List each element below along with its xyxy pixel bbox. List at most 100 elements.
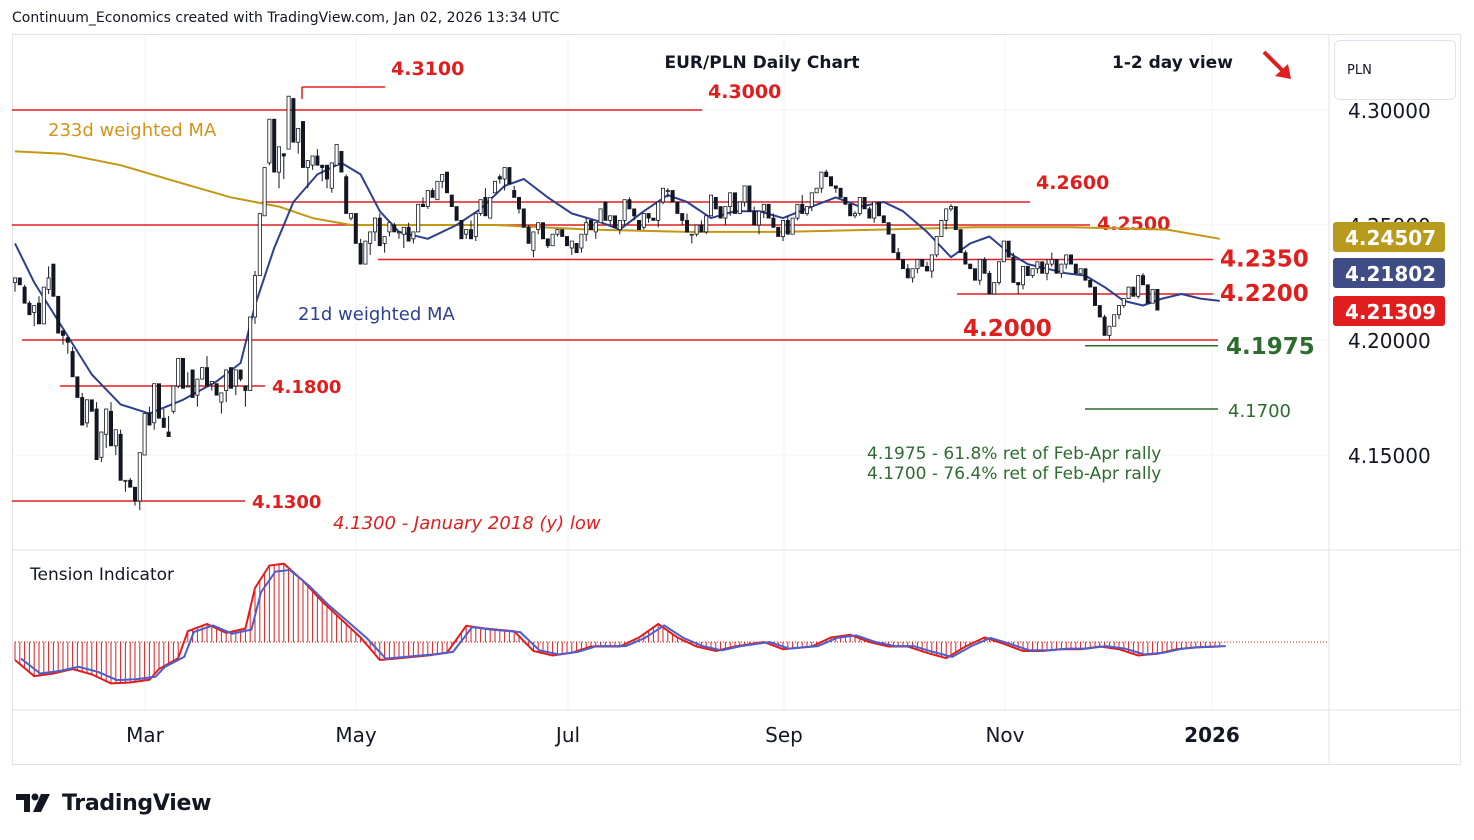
price-badge-label: 4.21802 <box>1345 262 1436 286</box>
candle <box>444 171 449 194</box>
candle <box>925 261 930 272</box>
candle-body <box>75 376 80 398</box>
candle <box>56 295 61 334</box>
candle <box>1054 259 1059 274</box>
candle <box>651 217 656 221</box>
candle-body <box>420 203 425 208</box>
candle <box>27 300 32 316</box>
candle <box>771 213 776 228</box>
candle-body <box>12 277 17 283</box>
candle <box>574 242 579 253</box>
candle <box>1131 286 1136 297</box>
candle-body <box>118 433 123 481</box>
candle-body <box>881 215 886 224</box>
candle <box>521 208 526 228</box>
candle-body <box>867 208 872 219</box>
candle-body <box>853 213 858 217</box>
candle <box>425 190 430 209</box>
candle-body <box>1006 240 1011 258</box>
candle-body <box>752 210 757 226</box>
candle <box>12 277 17 292</box>
candle <box>997 261 1002 285</box>
candle <box>238 369 243 382</box>
candle <box>396 231 401 239</box>
candle-body <box>1107 325 1112 336</box>
grid <box>12 35 1460 765</box>
candle-body <box>89 399 94 412</box>
candle-body <box>286 95 291 150</box>
currency-label: PLN <box>1347 63 1372 78</box>
candle-body <box>958 229 963 254</box>
time-tick-label: Nov <box>985 723 1024 747</box>
candle <box>733 192 738 214</box>
candle <box>382 236 387 253</box>
candle <box>176 357 181 389</box>
candle-body <box>646 213 651 219</box>
price-tick-label: 4.15000 <box>1348 444 1431 468</box>
candle <box>929 254 934 278</box>
candle-body <box>310 155 315 166</box>
tradingview-logo[interactable]: TradingView <box>14 788 211 818</box>
candle <box>569 240 574 255</box>
candle <box>1016 282 1021 294</box>
candle <box>963 250 968 265</box>
candle <box>1040 261 1045 274</box>
candle <box>1112 314 1117 327</box>
candle-body <box>368 231 373 244</box>
candle-body <box>1117 305 1122 316</box>
candle <box>992 282 997 295</box>
candle-body <box>185 385 190 388</box>
candle-body <box>147 413 152 426</box>
candle-body <box>1078 268 1083 274</box>
candle-body <box>891 233 896 253</box>
candle-body <box>838 187 843 198</box>
candle <box>747 185 752 212</box>
candle-body <box>560 229 565 237</box>
candle-body <box>833 185 838 189</box>
candle-body <box>598 208 603 224</box>
candle <box>329 162 334 193</box>
candle <box>248 316 253 391</box>
candle-body <box>1088 279 1093 288</box>
candle-body <box>353 213 358 244</box>
candle-body <box>492 180 497 194</box>
candle-body <box>1131 286 1136 297</box>
candle <box>891 233 896 253</box>
candle <box>958 229 963 254</box>
price-axis[interactable]: 4.300004.250004.200004.150004.245074.218… <box>1333 99 1445 468</box>
candle <box>156 383 161 419</box>
candle <box>675 201 680 214</box>
candle <box>517 196 522 214</box>
candle <box>296 127 301 154</box>
candle <box>267 118 272 166</box>
candle <box>637 219 642 230</box>
candle-body <box>329 162 334 189</box>
candle <box>920 259 925 267</box>
candle <box>1078 268 1083 274</box>
candle <box>195 378 200 407</box>
candle-body <box>406 226 411 242</box>
candle-body <box>51 263 56 297</box>
candle-body <box>536 222 541 230</box>
candle-body <box>296 127 301 143</box>
level-label-4-2350: 4.2350 <box>1220 247 1309 273</box>
candle-body <box>248 316 253 391</box>
candle-body <box>478 199 483 214</box>
candle <box>728 192 733 216</box>
candle <box>392 222 397 233</box>
candle <box>1088 279 1093 288</box>
candle <box>310 155 315 170</box>
candle-body <box>488 196 493 219</box>
support-resistance-levels: 4.3100 4.3000 4.2600 4.2500 4.2350 4.2200 4.20… <box>12 58 1315 513</box>
price-badge-label: 4.24507 <box>1345 226 1436 250</box>
candle-body <box>526 226 531 244</box>
candle-body <box>99 431 104 458</box>
candle-body <box>272 118 277 173</box>
currency-selector[interactable]: PLN <box>1334 40 1456 100</box>
candle <box>829 176 834 187</box>
candle <box>526 225 531 244</box>
time-axis[interactable]: Mar May Jul Sep Nov 2026 <box>126 723 1240 747</box>
candle-body <box>104 408 109 435</box>
candle-body <box>925 265 930 272</box>
